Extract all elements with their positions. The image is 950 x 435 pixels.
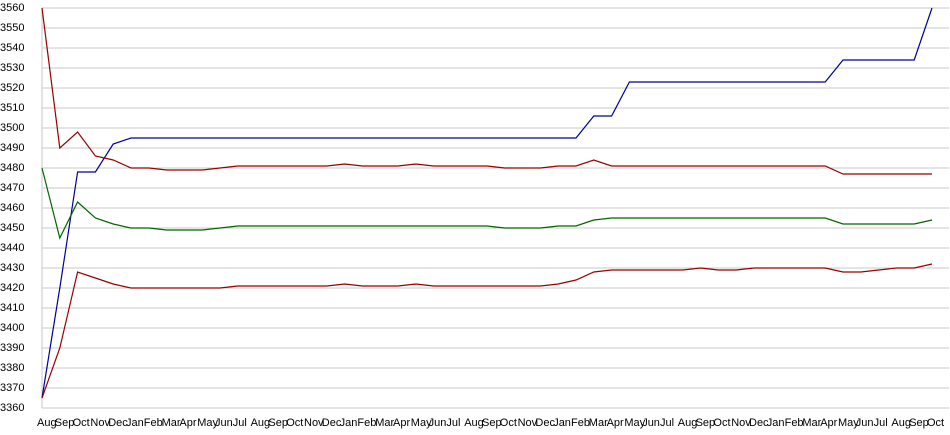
y-tick-label: 3380	[0, 362, 24, 374]
y-tick-label: 3440	[0, 242, 24, 254]
x-tick-label: Jan	[340, 417, 358, 429]
x-tick-label: Apr	[820, 417, 837, 429]
x-tick-label: Apr	[393, 417, 410, 429]
y-tick-label: 3410	[0, 302, 24, 314]
y-tick-label: 3480	[0, 162, 24, 174]
x-tick-label: Jun	[215, 417, 233, 429]
x-tick-label: Mar	[802, 417, 821, 429]
x-tick-label: Jun	[642, 417, 660, 429]
y-tick-label: 3470	[0, 182, 24, 194]
y-tick-label: 3490	[0, 142, 24, 154]
x-tick-label: Dec	[749, 417, 769, 429]
x-tick-label: Aug	[678, 417, 698, 429]
y-tick-label: 3400	[0, 322, 24, 334]
x-tick-label: Nov	[304, 417, 324, 429]
y-tick-label: 3420	[0, 282, 24, 294]
x-tick-label: Aug	[37, 417, 57, 429]
x-tick-label: Dec	[108, 417, 128, 429]
x-tick-label: Sep	[55, 417, 75, 429]
y-tick-label: 3530	[0, 62, 24, 74]
x-tick-label: Jan	[553, 417, 571, 429]
x-tick-label: Feb	[571, 417, 590, 429]
x-tick-label: Oct	[713, 417, 730, 429]
y-tick-label: 3560	[0, 2, 24, 14]
x-tick-label: Jul	[874, 417, 888, 429]
x-tick-label: Oct	[500, 417, 517, 429]
x-tick-label: Mar	[375, 417, 394, 429]
x-tick-label: Jan	[126, 417, 144, 429]
x-tick-label: Jul	[446, 417, 460, 429]
x-tick-label: Feb	[357, 417, 376, 429]
x-tick-label: Sep	[909, 417, 929, 429]
x-tick-label: Aug	[251, 417, 271, 429]
x-tick-label: Jun	[856, 417, 874, 429]
x-tick-label: May	[838, 417, 859, 429]
y-tick-label: 3360	[0, 402, 24, 414]
series-line	[41, 7, 932, 175]
x-tick-label: Aug	[464, 417, 484, 429]
x-tick-label: Oct	[286, 417, 303, 429]
x-tick-label: May	[197, 417, 218, 429]
y-tick-label: 3450	[0, 222, 24, 234]
x-tick-label: Dec	[322, 417, 342, 429]
series-line	[41, 263, 933, 399]
x-tick-label: Sep	[268, 417, 288, 429]
x-tick-label: Oct	[73, 417, 90, 429]
y-tick-label: 3520	[0, 82, 24, 94]
x-tick-label: Jul	[660, 417, 674, 429]
y-tick-label: 3430	[0, 262, 24, 274]
y-tick-label: 3500	[0, 122, 24, 134]
y-tick-label: 3460	[0, 202, 24, 214]
x-tick-label: Mar	[162, 417, 181, 429]
y-tick-label: 3370	[0, 382, 24, 394]
x-tick-label: Oct	[927, 417, 944, 429]
x-tick-label: Apr	[607, 417, 624, 429]
x-tick-label: Sep	[482, 417, 502, 429]
x-tick-label: Apr	[179, 417, 196, 429]
x-tick-label: Aug	[891, 417, 911, 429]
x-tick-label: May	[411, 417, 432, 429]
y-tick-label: 3390	[0, 342, 24, 354]
x-tick-label: Jun	[429, 417, 447, 429]
x-tick-label: Dec	[535, 417, 555, 429]
series-line	[41, 7, 933, 399]
x-tick-label: May	[624, 417, 645, 429]
x-tick-label: Nov	[90, 417, 110, 429]
x-tick-label: Jul	[233, 417, 247, 429]
x-tick-label: Nov	[518, 417, 538, 429]
y-tick-label: 3510	[0, 102, 24, 114]
series-line	[41, 167, 933, 240]
x-tick-label: Sep	[696, 417, 716, 429]
x-tick-label: Mar	[589, 417, 608, 429]
x-tick-label: Jan	[767, 417, 785, 429]
x-tick-label: Feb	[785, 417, 804, 429]
y-tick-label: 3540	[0, 42, 24, 54]
x-tick-label: Feb	[144, 417, 163, 429]
y-tick-label: 3550	[0, 22, 24, 34]
x-tick-label: Nov	[731, 417, 751, 429]
